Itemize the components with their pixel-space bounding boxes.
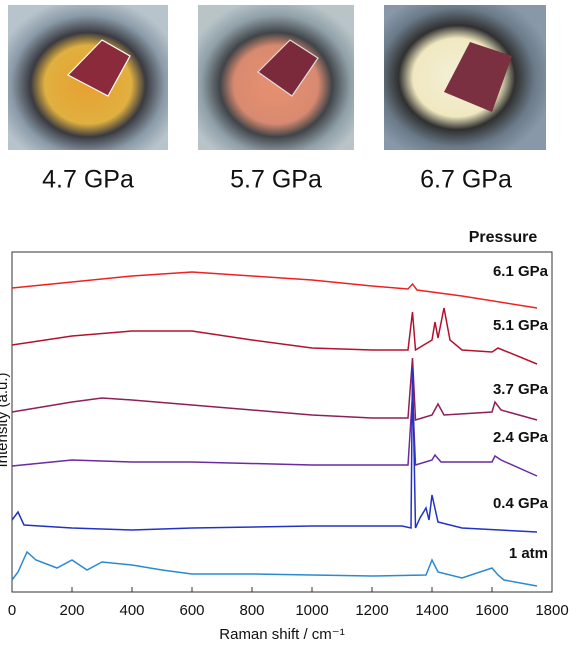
figure: 4.7 GPa 5.7 GPa 6.7 GPa Pressure Raman s… — [0, 0, 582, 645]
spectrum — [12, 358, 537, 420]
x-tick-label: 1000 — [295, 602, 328, 619]
spectrum — [12, 552, 537, 586]
photo-label: 6.7 GPa — [420, 166, 512, 194]
spectrum — [12, 272, 537, 308]
photo-3 — [384, 5, 546, 150]
x-tick-label: 0 — [8, 602, 16, 619]
photo-2 — [198, 5, 354, 150]
series-label: 6.1 GPa — [493, 263, 549, 280]
spectrum — [12, 308, 537, 364]
series-label: 0.4 GPa — [493, 495, 549, 512]
photo-1 — [8, 5, 168, 150]
y-axis-label: Intensity (a.u.) — [0, 372, 11, 467]
photo-label: 4.7 GPa — [42, 166, 134, 194]
x-tick-label: 200 — [59, 602, 84, 619]
spectrum — [12, 395, 537, 476]
spectrum — [12, 368, 537, 532]
x-tick-label: 600 — [179, 602, 204, 619]
x-tick-label: 1200 — [355, 602, 388, 619]
series-label: 2.4 GPa — [493, 429, 549, 446]
plot-frame — [12, 252, 552, 592]
series-label: 1 atm — [509, 545, 548, 562]
x-tick-label: 1800 — [535, 602, 568, 619]
series-label: 3.7 GPa — [493, 381, 549, 398]
series-label: 5.1 GPa — [493, 317, 549, 334]
x-axis-label: Raman shift / cm⁻¹ — [219, 626, 344, 643]
photo-label: 5.7 GPa — [230, 166, 322, 194]
x-tick-label: 800 — [239, 602, 264, 619]
x-tick-label: 1400 — [415, 602, 448, 619]
legend-title: Pressure — [469, 229, 538, 246]
x-tick-label: 400 — [119, 602, 144, 619]
x-tick-label: 1600 — [475, 602, 508, 619]
